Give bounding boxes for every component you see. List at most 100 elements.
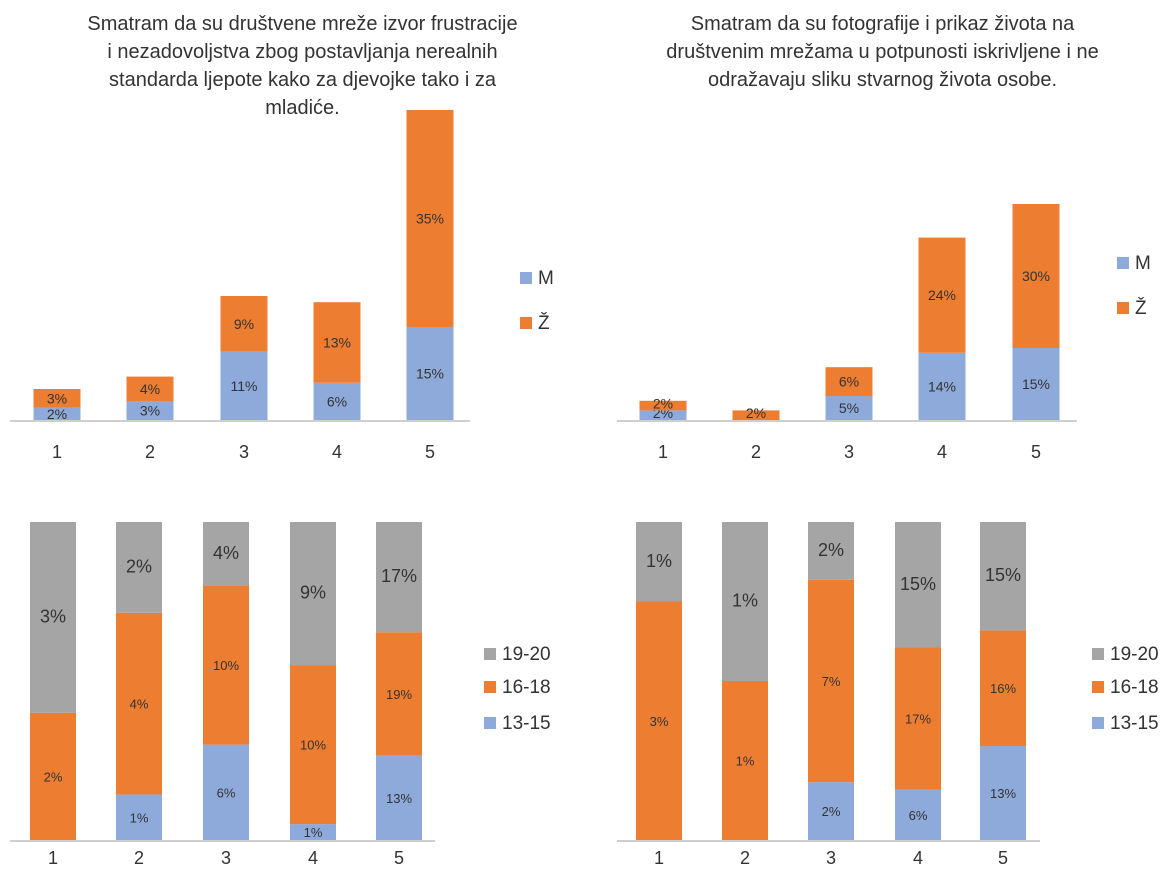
chart3-bar-13-15-4 — [290, 824, 336, 840]
chart4-x-tick: 4 — [913, 848, 923, 868]
chart1-data-label: 6% — [327, 393, 347, 409]
chart3-legend-swatch — [484, 717, 496, 729]
chart1-data-label: 4% — [140, 381, 160, 397]
chart4-data-label: 3% — [650, 714, 669, 729]
chart2-bar-M-3 — [825, 396, 873, 420]
chart2-data-label: 5% — [839, 400, 859, 416]
chart2-bar-Ž-5 — [1012, 204, 1060, 348]
chart3-data-label: 19% — [386, 687, 412, 702]
chart1-legend-swatch — [520, 272, 532, 284]
chart3-x-tick: 1 — [48, 848, 58, 868]
chart4-bar-16-18-3 — [808, 579, 854, 783]
chart4-bar-16-18-2 — [722, 681, 768, 840]
chart4-data-label: 1% — [732, 591, 758, 611]
chart2-data-label: 2% — [653, 395, 673, 411]
chart4-data-label: 15% — [985, 565, 1021, 585]
chart2-x-tick: 1 — [658, 442, 668, 462]
chart4-bar-19-20-1 — [636, 522, 682, 602]
chart1-bar-Ž-2 — [126, 376, 174, 402]
chart3-legend-swatch — [484, 681, 496, 693]
chart4-data-label: 17% — [905, 712, 931, 727]
chart4-bar-13-15-4 — [895, 789, 941, 840]
chart4-bar-19-20-4 — [895, 522, 941, 648]
chart2-data-label: 14% — [928, 378, 956, 394]
chart1-bar-Ž-5 — [406, 110, 454, 327]
chart1-data-label: 9% — [234, 316, 254, 332]
chart4-data-label: 1% — [736, 754, 755, 769]
chart4-legend-swatch — [1092, 681, 1104, 693]
chart4-bar-19-20-2 — [722, 522, 768, 681]
chart4-data-label: 7% — [822, 674, 841, 689]
chart4-bar-19-20-3 — [808, 522, 854, 580]
chart3-data-label: 4% — [130, 697, 149, 712]
chart3-bar-19-20-5 — [376, 522, 422, 633]
chart2-data-label: 6% — [839, 374, 859, 390]
chart3-data-label: 10% — [300, 738, 326, 753]
chart1-x-tick: 1 — [52, 442, 62, 462]
chart1-bar-M-5 — [406, 327, 454, 420]
chart2-x-tick: 2 — [751, 442, 761, 462]
chart3-data-label: 17% — [381, 566, 417, 586]
chart2-x-tick: 5 — [1031, 442, 1041, 462]
chart3-data-label: 3% — [40, 606, 66, 626]
chart3-bar-19-20-1 — [30, 522, 76, 713]
chart2-bar-Ž-2 — [732, 410, 780, 420]
chart3-legend-swatch — [484, 648, 496, 660]
chart1-bar-Ž-4 — [313, 302, 361, 383]
chart3-bar-13-15-5 — [376, 755, 422, 840]
chart3-data-label: 2% — [126, 556, 152, 576]
chart4-data-label: 2% — [822, 804, 841, 819]
chart1-legend-swatch — [520, 317, 532, 329]
chart4-data-label: 2% — [818, 540, 844, 560]
chart1-data-label: 3% — [140, 403, 160, 419]
chart1-data-label: 13% — [323, 335, 351, 351]
chart2-legend-label: Ž — [1135, 297, 1147, 319]
chart4-x-tick: 2 — [740, 848, 750, 868]
chart3-x-tick: 4 — [308, 848, 318, 868]
chart2-legend-label: M — [1135, 253, 1151, 274]
chart4-legend-swatch — [1092, 648, 1104, 660]
chart1-bar-M-1 — [33, 407, 81, 420]
chart2-bar-Ž-4 — [918, 237, 966, 353]
chart4-legend-label: 16-18 — [1110, 677, 1159, 698]
chart3-bar-13-15-3 — [203, 744, 249, 840]
chart4-bar-16-18-5 — [980, 630, 1026, 747]
chart1-bar-Ž-1 — [33, 389, 81, 408]
chart1-bar-M-2 — [126, 401, 174, 420]
chart3-data-label: 13% — [386, 791, 412, 806]
chart3-data-label: 1% — [130, 810, 149, 825]
chart3-legend-label: 13-15 — [502, 713, 551, 734]
chart3-x-tick: 2 — [134, 848, 144, 868]
chart1-bar-M-4 — [313, 382, 361, 420]
chart2-bar-M-4 — [918, 352, 966, 420]
chart1-x-tick: 2 — [145, 442, 155, 462]
chart4-bar-13-15-5 — [980, 746, 1026, 840]
chart2-data-label: 30% — [1022, 268, 1050, 284]
chart4-x-tick: 5 — [998, 848, 1008, 868]
chart1-title: Smatram da su društvene mreže izvor frus… — [87, 13, 518, 119]
chart4-data-label: 6% — [909, 808, 928, 823]
chart2-legend-swatch — [1117, 257, 1129, 269]
chart3-bar-13-15-2 — [116, 794, 162, 840]
chart1-legend-label: Ž — [538, 312, 550, 334]
chart1-bar-Ž-3 — [220, 296, 268, 352]
chart3-data-label: 10% — [213, 658, 239, 673]
chart3-bar-19-20-4 — [290, 522, 336, 666]
chart1-x-tick: 5 — [425, 442, 435, 462]
chart2-data-label: 15% — [1022, 376, 1050, 392]
chart3-bar-16-18-1 — [30, 712, 76, 840]
chart3-bar-19-20-2 — [116, 522, 162, 613]
chart2-legend-swatch — [1117, 302, 1129, 314]
chart3-data-label: 2% — [44, 769, 63, 784]
chart3-bar-16-18-3 — [203, 585, 249, 745]
chart4-data-label: 16% — [990, 681, 1016, 696]
chart1-data-label: 11% — [231, 378, 258, 394]
chart4-data-label: 1% — [646, 551, 672, 571]
chart4-data-label: 15% — [900, 574, 936, 594]
chart4-x-tick: 3 — [826, 848, 836, 868]
chart4-bar-16-18-1 — [636, 601, 682, 840]
chart4-data-label: 13% — [990, 786, 1016, 801]
chart3-legend-label: 19-20 — [502, 644, 551, 665]
chart3-bar-16-18-5 — [376, 632, 422, 756]
